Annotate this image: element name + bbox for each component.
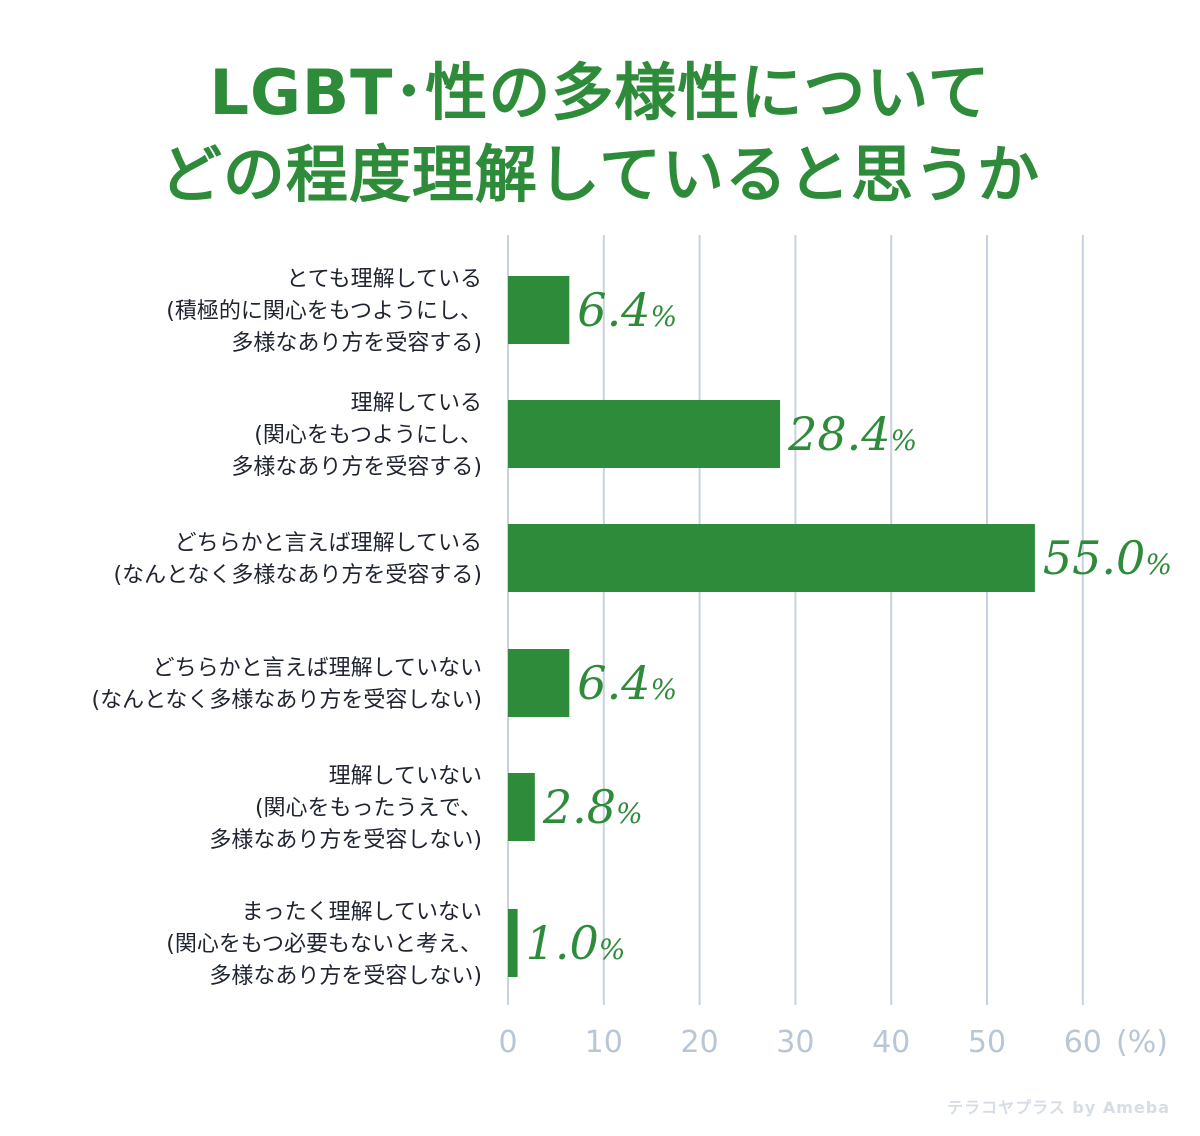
x-axis-unit-label: (%) [1116,1025,1168,1060]
category-label-5-line-2: 多様なあり方を受容しない) [209,964,482,989]
category-label-3-line-1: (なんとなく多様なあり方を受容しない) [91,688,482,713]
value-unit-2: % [1145,548,1172,581]
x-tick-label-30: 30 [776,1025,814,1060]
value-unit-4: % [616,797,643,830]
x-tick-label-40: 40 [872,1025,910,1060]
category-label-2-line-0: どちらかと言えば理解している [175,531,482,556]
watermark-logo: テラコヤプラス by Ameba [947,1098,1170,1117]
chart-title-line1: LGBT･性の多様性について [209,56,991,129]
value-unit-3: % [650,673,677,706]
x-tick-label-60: 60 [1064,1025,1102,1060]
value-number-2: 55.0 [1043,531,1145,585]
x-tick-label-0: 0 [498,1025,517,1060]
value-unit-5: % [599,933,626,966]
bar-5 [508,909,518,977]
value-number-5: 1.0 [526,916,599,970]
chart-title-line2: どの程度理解していると思うか [159,138,1041,211]
value-label-0: 6.4% [577,283,677,337]
value-unit-0: % [650,300,677,333]
value-label-2: 55.0% [1043,531,1172,585]
value-label-4: 2.8% [542,780,643,834]
category-label-3-line-0: どちらかと言えば理解していない [153,656,482,681]
value-number-0: 6.4 [577,283,650,337]
x-tick-label-10: 10 [585,1025,623,1060]
category-label-5-line-0: まったく理解していない [242,900,482,925]
category-label-0-line-2: 多様なあり方を受容する) [231,331,482,356]
category-label-2-line-1: (なんとなく多様なあり方を受容する) [113,563,482,588]
category-label-5-line-1: (関心をもつ必要もないと考え、 [166,932,482,957]
category-label-0-line-0: とても理解している [286,267,482,292]
bar-1 [508,400,781,468]
value-unit-1: % [890,424,917,457]
category-label-1-line-2: 多様なあり方を受容する) [231,455,482,480]
bar-4 [508,773,535,841]
category-label-0-line-1: (積極的に関心をもつようにし、 [166,299,482,324]
category-label-4-line-1: (関心をもったうえで、 [255,796,482,821]
bar-0 [508,276,570,344]
category-label-4-line-0: 理解していない [329,764,482,789]
category-label-1-line-0: 理解している [351,391,482,416]
value-label-1: 28.4% [787,407,917,461]
value-number-3: 6.4 [577,656,650,710]
value-number-1: 28.4 [787,407,890,461]
x-tick-label-20: 20 [681,1025,719,1060]
value-label-3: 6.4% [577,656,677,710]
bar-3 [508,649,570,717]
category-label-1-line-1: (関心をもつようにし、 [254,423,482,448]
category-label-4-line-2: 多様なあり方を受容しない) [209,828,482,853]
value-label-5: 1.0% [526,916,626,970]
value-number-4: 2.8 [542,780,616,834]
bar-2 [508,524,1035,592]
x-tick-label-50: 50 [968,1025,1006,1060]
